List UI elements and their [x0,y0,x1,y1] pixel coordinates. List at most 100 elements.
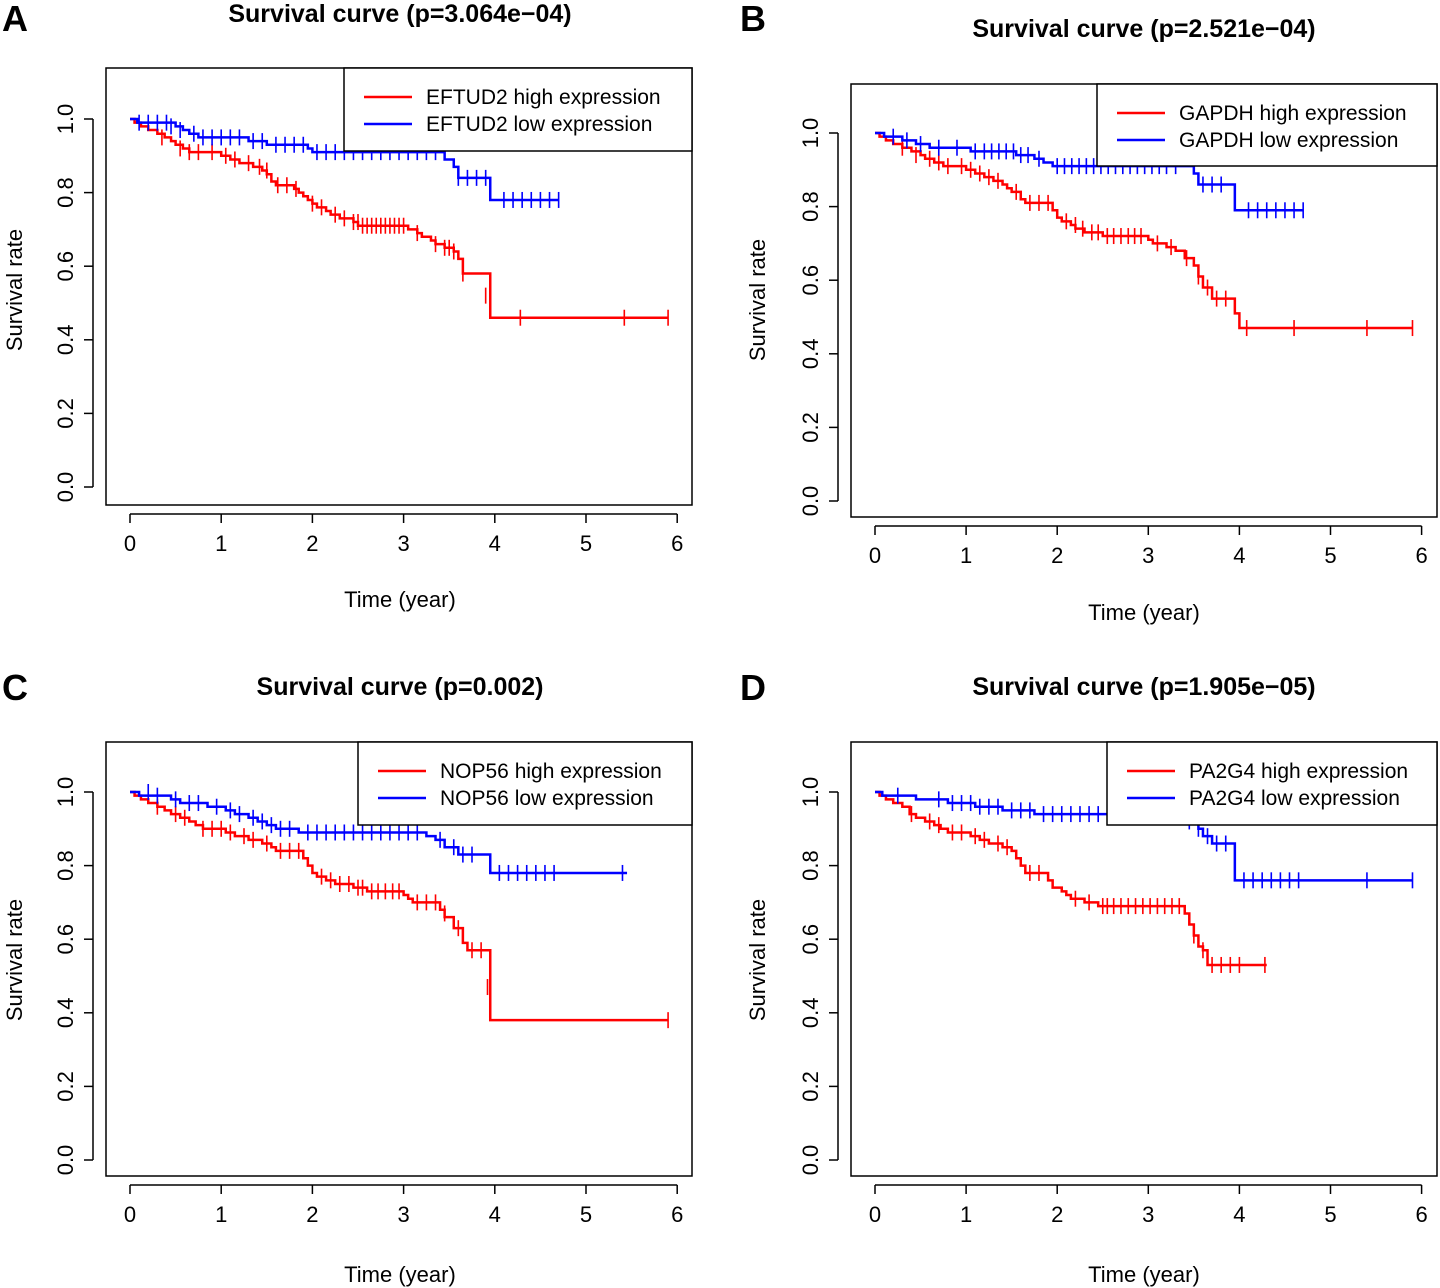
y-tick-label: 0.8 [53,850,78,881]
y-axis-label: Survival rate [2,899,27,1021]
series-high-expression [875,131,1414,337]
y-tick-label: 0.6 [53,924,78,955]
x-tick-label: 2 [306,1202,318,1227]
panel-letter: B [740,0,766,39]
x-tick-label: 5 [580,531,592,556]
y-tick-label: 0.0 [53,1145,78,1176]
x-tick-label: 1 [215,531,227,556]
x-axis: 0 1 2 3 4 5 6 [869,1184,1428,1227]
x-tick-label: 2 [1051,543,1063,568]
y-tick-label: 0.0 [798,1145,823,1176]
y-tick-label: 0.2 [53,1071,78,1102]
y-tick-label: 0.0 [53,472,78,503]
chart-title: Survival curve (p=2.521e−04) [972,15,1315,43]
y-axis-label: Survival rate [2,229,27,351]
y-tick-label: 0.4 [798,339,823,370]
legend: PA2G4 high expression PA2G4 low expressio… [1106,741,1438,826]
legend-label: EFTUD2 high expression [426,86,661,109]
y-tick-label: 0.6 [53,251,78,282]
y-tick-label: 1.0 [53,777,78,808]
x-tick-label: 2 [1051,1202,1063,1227]
x-tick-label: 2 [306,531,318,556]
survival-curve-line [130,117,559,202]
legend: GAPDH high expression GAPDH low expressio… [1096,83,1438,167]
chart-panel-b: B Survival curve (p=2.521e−04) 0 1 2 3 4 5 6 Time… [740,0,1438,625]
x-tick-label: 4 [1233,543,1245,568]
legend: EFTUD2 high expression EFTUD2 low express… [343,67,693,152]
x-axis: 0 1 2 3 4 5 6 [869,525,1428,568]
y-tick-label: 0.8 [798,191,823,222]
x-tick-label: 6 [671,531,683,556]
x-axis-label: Time (year) [1088,600,1200,625]
panel-letter: C [2,667,28,708]
chart-title: Survival curve (p=3.064e−04) [228,0,571,28]
y-tick-label: 0.4 [53,998,78,1029]
survival-curve-line [130,117,669,319]
x-tick-label: 4 [1233,1202,1245,1227]
series-high-expression [130,117,669,326]
y-tick-label: 0.6 [798,924,823,955]
x-tick-label: 5 [580,1202,592,1227]
x-tick-label: 3 [397,531,409,556]
legend-box [343,67,693,152]
series-high-expression [130,790,669,1029]
y-axis-label: Survival rate [745,239,770,361]
panel-letter: A [2,0,28,39]
x-tick-label: 1 [960,543,972,568]
y-tick-label: 1.0 [798,118,823,149]
x-tick-label: 3 [1142,543,1154,568]
x-tick-label: 6 [1415,543,1427,568]
x-tick-label: 6 [1415,1202,1427,1227]
chart-panel-c: C Survival curve (p=0.002) 0 1 2 3 4 5 6 Time (ye… [2,667,693,1287]
y-axis: 0.0 0.2 0.4 0.6 0.8 1.0 [53,777,94,1176]
y-tick-label: 0.2 [53,398,78,429]
y-tick-label: 0.2 [798,1071,823,1102]
legend-box [1106,741,1438,826]
y-axis-label: Survival rate [745,899,770,1021]
x-tick-label: 0 [869,543,881,568]
x-tick-label: 0 [124,1202,136,1227]
legend-label: PA2G4 low expression [1189,787,1400,810]
y-tick-label: 0.8 [53,177,78,208]
legend-box [1096,83,1438,167]
x-tick-label: 0 [124,531,136,556]
x-axis-label: Time (year) [344,1262,456,1287]
x-tick-label: 4 [489,1202,501,1227]
chart-panel-a: A Survival curve (p=3.064e−04) 0 1 2 3 4 5 6 Time… [2,0,693,612]
legend-label: NOP56 low expression [440,787,654,810]
y-axis: 0.0 0.2 0.4 0.6 0.8 1.0 [798,118,839,517]
survival-curve-line [875,131,1304,212]
y-tick-label: 0.4 [53,325,78,356]
survival-curve-line [130,790,669,1022]
legend: NOP56 high expression NOP56 low expressio… [357,741,693,826]
series-high-expression [875,790,1267,973]
chart-title: Survival curve (p=0.002) [257,673,544,701]
series-low-expression [130,784,628,881]
survival-curve-line [875,790,1267,967]
x-axis: 0 1 2 3 4 5 6 [124,1184,683,1227]
legend-label: GAPDH high expression [1179,102,1407,125]
chart-title: Survival curve (p=1.905e−05) [972,673,1315,701]
x-tick-label: 5 [1324,1202,1336,1227]
panel-letter: D [740,667,766,708]
x-axis: 0 1 2 3 4 5 6 [124,513,683,556]
x-tick-label: 6 [671,1202,683,1227]
y-axis: 0.0 0.2 0.4 0.6 0.8 1.0 [798,777,839,1176]
survival-curve-line [875,790,1413,882]
y-tick-label: 0.2 [798,412,823,443]
x-tick-label: 3 [397,1202,409,1227]
legend-label: NOP56 high expression [440,760,662,783]
x-tick-label: 1 [215,1202,227,1227]
y-tick-label: 1.0 [53,104,78,135]
legend-label: GAPDH low expression [1179,129,1398,152]
legend-box [357,741,693,826]
y-tick-label: 0.4 [798,998,823,1029]
chart-panel-d: D Survival curve (p=1.905e−05) 0 1 2 3 4 5 6 Time… [740,667,1438,1287]
x-tick-label: 0 [869,1202,881,1227]
y-tick-label: 0.0 [798,486,823,517]
legend-label: EFTUD2 low expression [426,113,652,136]
x-tick-label: 1 [960,1202,972,1227]
x-axis-label: Time (year) [1088,1262,1200,1287]
y-tick-label: 0.8 [798,850,823,881]
